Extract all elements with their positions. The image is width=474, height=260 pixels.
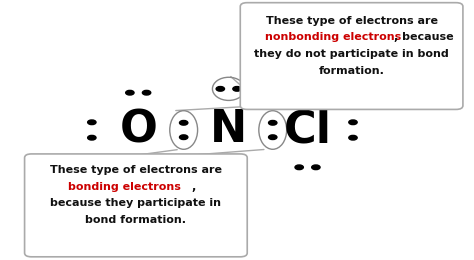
Circle shape (349, 135, 357, 140)
Circle shape (295, 90, 303, 95)
Circle shape (349, 120, 357, 125)
Text: Cl: Cl (283, 108, 331, 152)
Text: because they participate in: because they participate in (50, 198, 221, 208)
Text: bonding electrons: bonding electrons (68, 181, 181, 192)
Text: formation.: formation. (319, 66, 384, 76)
Circle shape (88, 120, 96, 125)
Text: , because: , because (394, 32, 453, 42)
Circle shape (269, 135, 277, 140)
Circle shape (233, 87, 241, 91)
Circle shape (312, 165, 320, 170)
Text: N: N (210, 108, 247, 152)
Circle shape (88, 135, 96, 140)
Circle shape (126, 165, 134, 170)
FancyBboxPatch shape (25, 154, 247, 257)
Text: they do not participate in bond: they do not participate in bond (254, 49, 449, 59)
Text: These type of electrons are: These type of electrons are (50, 165, 222, 175)
Text: These type of electrons are: These type of electrons are (265, 16, 438, 26)
Circle shape (180, 135, 188, 140)
Text: bond formation.: bond formation. (85, 215, 186, 225)
Text: ,: , (192, 181, 196, 192)
Circle shape (142, 90, 151, 95)
Circle shape (216, 87, 225, 91)
Text: O: O (119, 108, 157, 152)
Text: nonbonding electrons: nonbonding electrons (265, 32, 401, 42)
Circle shape (269, 120, 277, 125)
FancyBboxPatch shape (240, 3, 463, 109)
Circle shape (142, 165, 151, 170)
Circle shape (180, 120, 188, 125)
Circle shape (312, 90, 320, 95)
Circle shape (126, 90, 134, 95)
Circle shape (295, 165, 303, 170)
